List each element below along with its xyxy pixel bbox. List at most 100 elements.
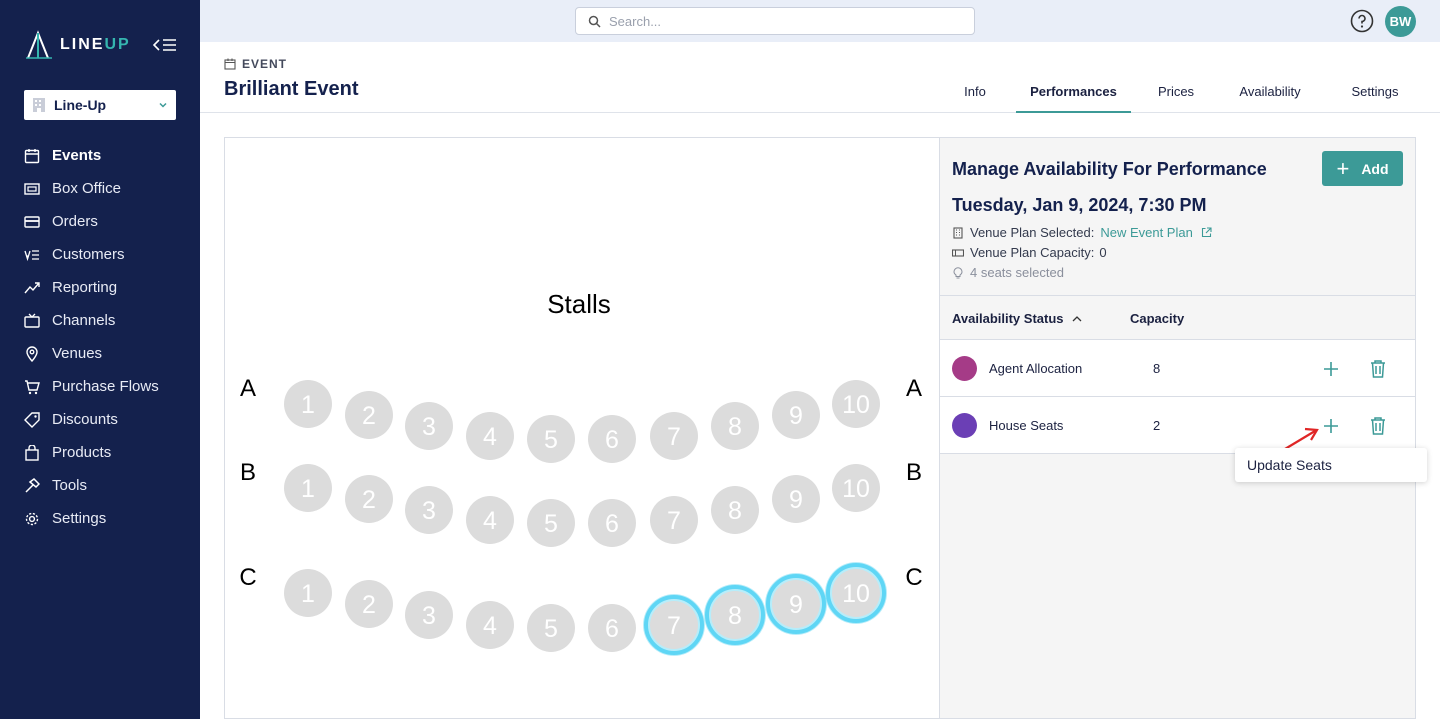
seat-number: 7 <box>667 423 681 451</box>
organization-name: Line-Up <box>54 97 107 113</box>
add-button[interactable]: + Add <box>1322 151 1403 186</box>
search-box[interactable] <box>575 7 975 35</box>
status-color-swatch <box>952 413 977 438</box>
sidebar-item-events[interactable]: Events <box>0 139 200 172</box>
building-icon <box>33 98 45 112</box>
seat-number: 1 <box>301 475 315 503</box>
seat[interactable]: 10 <box>832 464 880 512</box>
sidebar-item-settings[interactable]: Settings <box>0 502 200 535</box>
tab-settings[interactable]: Settings <box>1351 84 1399 99</box>
status-name: House Seats <box>989 418 1064 433</box>
search-input[interactable] <box>609 13 949 29</box>
seat-number: 8 <box>728 602 742 630</box>
seat-circle <box>527 499 575 547</box>
seat[interactable]: 2 <box>345 580 393 628</box>
seat[interactable]: 3 <box>405 402 453 450</box>
sidebar-item-orders[interactable]: Orders <box>0 205 200 238</box>
seat[interactable]: 6 <box>588 415 636 463</box>
seat-circle <box>650 496 698 544</box>
seat[interactable]: 9 <box>772 391 820 439</box>
seat-number: 4 <box>483 507 497 535</box>
seat-circle <box>650 412 698 460</box>
seat[interactable]: 3 <box>405 591 453 639</box>
update-seats-tooltip: Update Seats <box>1235 448 1427 482</box>
seat[interactable]: 2 <box>345 475 393 523</box>
sidebar-item-customers[interactable]: Customers <box>0 238 200 271</box>
seat[interactable]: 2 <box>345 391 393 439</box>
seat[interactable]: 9 <box>765 573 827 635</box>
trash-icon[interactable] <box>1369 359 1387 379</box>
seat[interactable]: 6 <box>588 604 636 652</box>
add-button-label: Add <box>1361 160 1389 177</box>
performance-date: Tuesday, Jan 9, 2024, 7:30 PM <box>952 195 1207 215</box>
sidebar-item-products[interactable]: Products <box>0 436 200 469</box>
plus-icon: + <box>1336 155 1350 181</box>
status-capacity: 2 <box>1153 418 1161 433</box>
trash-icon[interactable] <box>1369 416 1387 436</box>
ticket-icon <box>952 247 964 259</box>
seat[interactable]: 6 <box>588 499 636 547</box>
tab-info[interactable]: Info <box>964 84 986 99</box>
seat-circle <box>466 496 514 544</box>
external-link-icon[interactable] <box>1201 227 1212 238</box>
map-pin-icon <box>24 345 40 362</box>
seat-circle <box>588 415 636 463</box>
sidebar-item-venues[interactable]: Venues <box>0 337 200 370</box>
seat-number: 9 <box>789 591 803 619</box>
lineup-logo[interactable]: LINEUP <box>24 30 131 60</box>
seat-number: 6 <box>605 510 619 538</box>
user-avatar[interactable]: BW <box>1385 6 1416 37</box>
tab-availability[interactable]: Availability <box>1239 84 1301 99</box>
seat[interactable]: 4 <box>466 496 514 544</box>
seat[interactable]: 5 <box>527 499 575 547</box>
sidebar-item-tools[interactable]: Tools <box>0 469 200 502</box>
organization-select[interactable]: Line-Up <box>24 90 176 120</box>
seat-circle <box>527 604 575 652</box>
search-icon <box>588 15 601 28</box>
seat[interactable]: 7 <box>650 412 698 460</box>
seat[interactable]: 10 <box>825 562 887 624</box>
seat[interactable]: 1 <box>284 569 332 617</box>
availability-panel: Manage Availability For Performance + Ad… <box>939 137 1416 719</box>
seat[interactable]: 5 <box>527 415 575 463</box>
seat[interactable]: 1 <box>284 380 332 428</box>
seat[interactable]: 8 <box>704 584 766 646</box>
seat[interactable]: 1 <box>284 464 332 512</box>
seat-number: 6 <box>605 615 619 643</box>
seat-circle <box>711 591 759 639</box>
sidebar-item-label: Settings <box>52 510 107 527</box>
update-seats-icon[interactable] <box>1321 359 1341 379</box>
seat[interactable]: 5 <box>527 604 575 652</box>
column-availability-status[interactable]: Availability Status <box>952 311 1082 326</box>
building-icon <box>952 226 964 239</box>
sidebar-item-purchase-flows[interactable]: Purchase Flows <box>0 370 200 403</box>
seat-circle <box>284 380 332 428</box>
help-button[interactable] <box>1350 9 1374 33</box>
sidebar-item-box-office[interactable]: Box Office <box>0 172 200 205</box>
collapse-sidebar-button[interactable] <box>152 34 178 56</box>
seat-circle <box>405 402 453 450</box>
seat[interactable]: 4 <box>466 412 514 460</box>
venue-plan-link[interactable]: New Event Plan <box>1100 225 1193 240</box>
seat[interactable]: 3 <box>405 486 453 534</box>
seat[interactable]: 7 <box>650 496 698 544</box>
seat[interactable]: 9 <box>772 475 820 523</box>
seat-circle <box>711 402 759 450</box>
row-label: B <box>906 459 922 486</box>
seat[interactable]: 7 <box>643 594 705 656</box>
sidebar-item-channels[interactable]: Channels <box>0 304 200 337</box>
sidebar-item-discounts[interactable]: Discounts <box>0 403 200 436</box>
tab-performances[interactable]: Performances <box>1016 84 1131 113</box>
seat[interactable]: 8 <box>711 402 759 450</box>
seat-number: 8 <box>728 413 742 441</box>
seat-circle <box>345 391 393 439</box>
sidebar-item-reporting[interactable]: Reporting <box>0 271 200 304</box>
seat[interactable]: 8 <box>711 486 759 534</box>
row-label: C <box>905 564 922 591</box>
tab-prices[interactable]: Prices <box>1157 84 1195 99</box>
breadcrumb: EVENT <box>224 57 287 71</box>
seat[interactable]: 4 <box>466 601 514 649</box>
seat[interactable]: 10 <box>832 380 880 428</box>
seat-circle <box>711 486 759 534</box>
update-seats-icon[interactable] <box>1321 416 1341 436</box>
